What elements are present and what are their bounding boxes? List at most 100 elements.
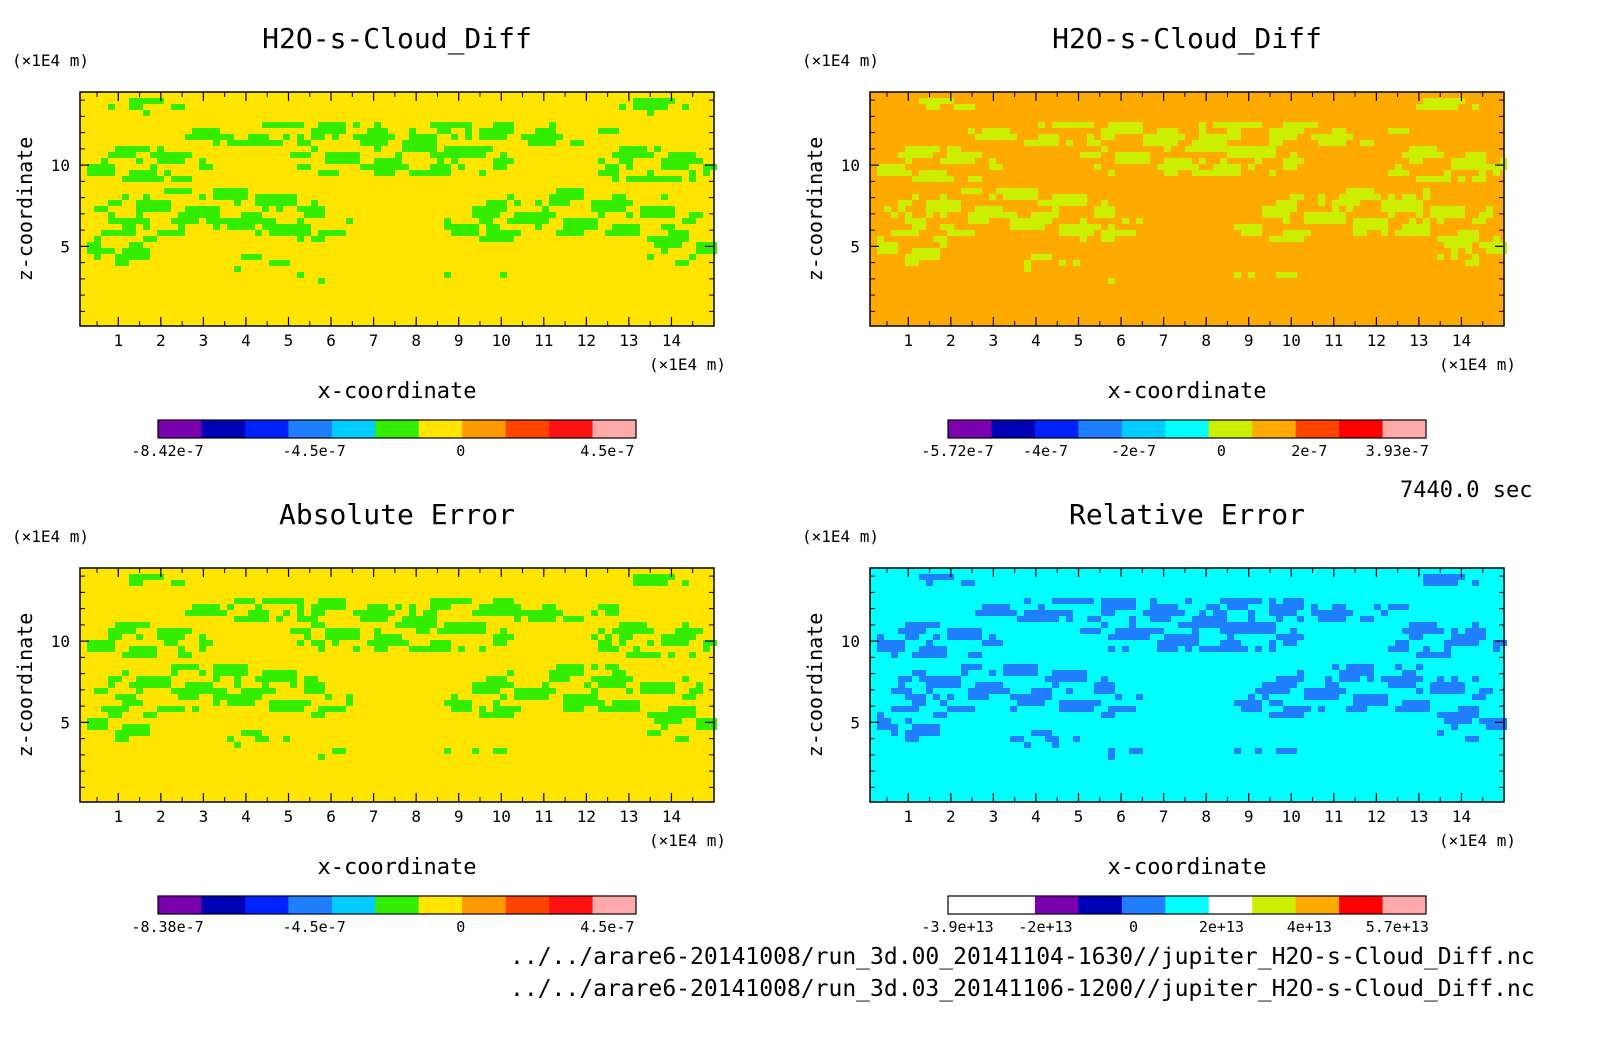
colorbar-segment — [375, 896, 420, 914]
chart-panel-3: Absolute Error(×1E4 m)1 2 3 4 5 6 7 8 9 10 11 12 13 1… — [12, 498, 726, 936]
x-tick-label: 12 — [1367, 331, 1386, 350]
plot-frame — [869, 567, 1505, 803]
colorbar-segment — [201, 896, 246, 914]
footer-file-2: ../../arare6-20141008/run_3d.03_20141106… — [510, 976, 1535, 1002]
colorbar-segment — [1208, 420, 1253, 438]
colorbar-segment — [592, 896, 637, 914]
x-tick-label: 4 — [241, 807, 251, 826]
colorbar-tick-label: -3.9e+13 — [921, 918, 993, 936]
colorbar-segment — [1208, 896, 1253, 914]
x-tick-label: 3 — [199, 807, 209, 826]
colorbar-segment — [244, 896, 289, 914]
y-unit-label: (×1E4 m) — [802, 51, 879, 70]
chart-title: H2O-s-Cloud_Diff — [1052, 22, 1322, 56]
contour-pattern — [87, 574, 717, 760]
colorbar-tick-label: 2e+13 — [1199, 918, 1244, 936]
x-tick-label: 5 — [1074, 807, 1084, 826]
x-tick-label: 12 — [1367, 807, 1386, 826]
colorbar-tick-label: 5.7e+13 — [1366, 918, 1429, 936]
colorbar-segment — [991, 896, 1036, 914]
y-tick-label: 10 — [51, 632, 70, 651]
y-axis-label: z-coordinate — [803, 613, 827, 758]
x-tick-label: 4 — [1031, 331, 1041, 350]
colorbar-segment — [1339, 896, 1384, 914]
colorbar-segment — [331, 896, 376, 914]
x-tick-label: 8 — [411, 331, 421, 350]
chart-panel-4: Relative Error(×1E4 m)1 2 3 4 5 6 7 8 9 10 11 12 13 1… — [802, 498, 1516, 936]
colorbar-tick-label: -8.38e-7 — [131, 918, 203, 936]
x-tick-label: 10 — [1282, 331, 1301, 350]
colorbar-segment — [549, 420, 594, 438]
y-tick-label: 10 — [841, 156, 860, 175]
x-tick-label: 12 — [577, 807, 596, 826]
contour-pattern — [877, 574, 1507, 760]
x-tick-label: 7 — [1159, 331, 1169, 350]
x-tick-label: 9 — [1244, 807, 1254, 826]
colorbar-tick-label: -8.42e-7 — [131, 442, 203, 460]
colorbar-tick-label: -4e-7 — [1023, 442, 1068, 460]
colorbar-segment — [201, 420, 246, 438]
colorbar-frame — [947, 419, 1427, 439]
footer-file-1: ../../arare6-20141008/run_3d.00_20141104… — [510, 944, 1535, 970]
colorbar-segment — [505, 420, 550, 438]
colorbar: -5.72e-7 -4e-7 -2e-7 0 2e-7 3.93e-7 — [921, 419, 1429, 460]
colorbar-tick-label: -4.5e-7 — [283, 442, 346, 460]
colorbar-segment — [331, 420, 376, 438]
colorbar-segment — [375, 420, 420, 438]
x-tick-label: 6 — [1116, 331, 1126, 350]
colorbar-tick-label: 4.5e-7 — [580, 918, 634, 936]
y-tick-label: 5 — [850, 713, 860, 732]
x-tick-label: 2 — [946, 807, 956, 826]
chart-panel-2: H2O-s-Cloud_Diff(×1E4 m)1 2 3 4 5 6 7 8 9 10 11 12 1… — [802, 22, 1516, 460]
x-tick-label: 11 — [1324, 331, 1343, 350]
colorbar-segment — [1121, 896, 1166, 914]
y-tick-label: 10 — [51, 156, 70, 175]
y-unit-label: (×1E4 m) — [802, 527, 879, 546]
x-tick-label: 2 — [946, 331, 956, 350]
colorbar-segment — [1165, 896, 1210, 914]
x-tick-label: 10 — [1282, 807, 1301, 826]
x-axis-label: x-coordinate — [318, 855, 477, 880]
x-tick-label: 6 — [326, 807, 336, 826]
x-tick-label: 10 — [492, 807, 511, 826]
x-tick-label: 13 — [1409, 331, 1428, 350]
x-tick-label: 14 — [1452, 807, 1471, 826]
colorbar-segment — [948, 420, 992, 438]
colorbar-segment — [1339, 420, 1384, 438]
colorbar-frame — [157, 419, 637, 439]
x-tick-label: 7 — [1159, 807, 1169, 826]
colorbar-segment — [1078, 896, 1123, 914]
x-tick-label: 9 — [454, 807, 464, 826]
x-unit-label: (×1E4 m) — [649, 831, 726, 850]
x-tick-label: 5 — [284, 331, 294, 350]
colorbar-segment — [592, 420, 637, 438]
x-tick-label: 1 — [113, 331, 123, 350]
colorbar-segment — [418, 420, 463, 438]
x-tick-label: 7 — [369, 807, 379, 826]
colorbar-segment — [948, 896, 992, 914]
x-tick-label: 5 — [284, 807, 294, 826]
colorbar-segment — [1078, 420, 1123, 438]
x-tick-label: 1 — [113, 807, 123, 826]
x-unit-label: (×1E4 m) — [1439, 831, 1516, 850]
plot-frame — [79, 91, 715, 327]
x-tick-label: 14 — [662, 807, 681, 826]
colorbar-segment — [462, 896, 507, 914]
colorbar: -8.42e-7 -4.5e-7 0 4.5e-7 — [131, 419, 637, 460]
colorbar-tick-label: 0 — [456, 918, 465, 936]
x-tick-label: 8 — [1201, 807, 1211, 826]
x-tick-label: 13 — [619, 331, 638, 350]
colorbar-tick-label: 4.5e-7 — [580, 442, 634, 460]
chart-title: H2O-s-Cloud_Diff — [262, 22, 532, 56]
x-tick-label: 2 — [156, 331, 166, 350]
time-label: 7440.0 sec — [1400, 478, 1533, 503]
y-axis-label: z-coordinate — [803, 137, 827, 282]
x-tick-label: 11 — [534, 331, 553, 350]
colorbar-segment — [462, 420, 507, 438]
y-unit-label: (×1E4 m) — [12, 51, 89, 70]
colorbar-segment — [505, 896, 550, 914]
colorbar-segment — [1034, 420, 1079, 438]
x-tick-label: 13 — [619, 807, 638, 826]
colorbar-tick-label: 2e-7 — [1291, 442, 1327, 460]
